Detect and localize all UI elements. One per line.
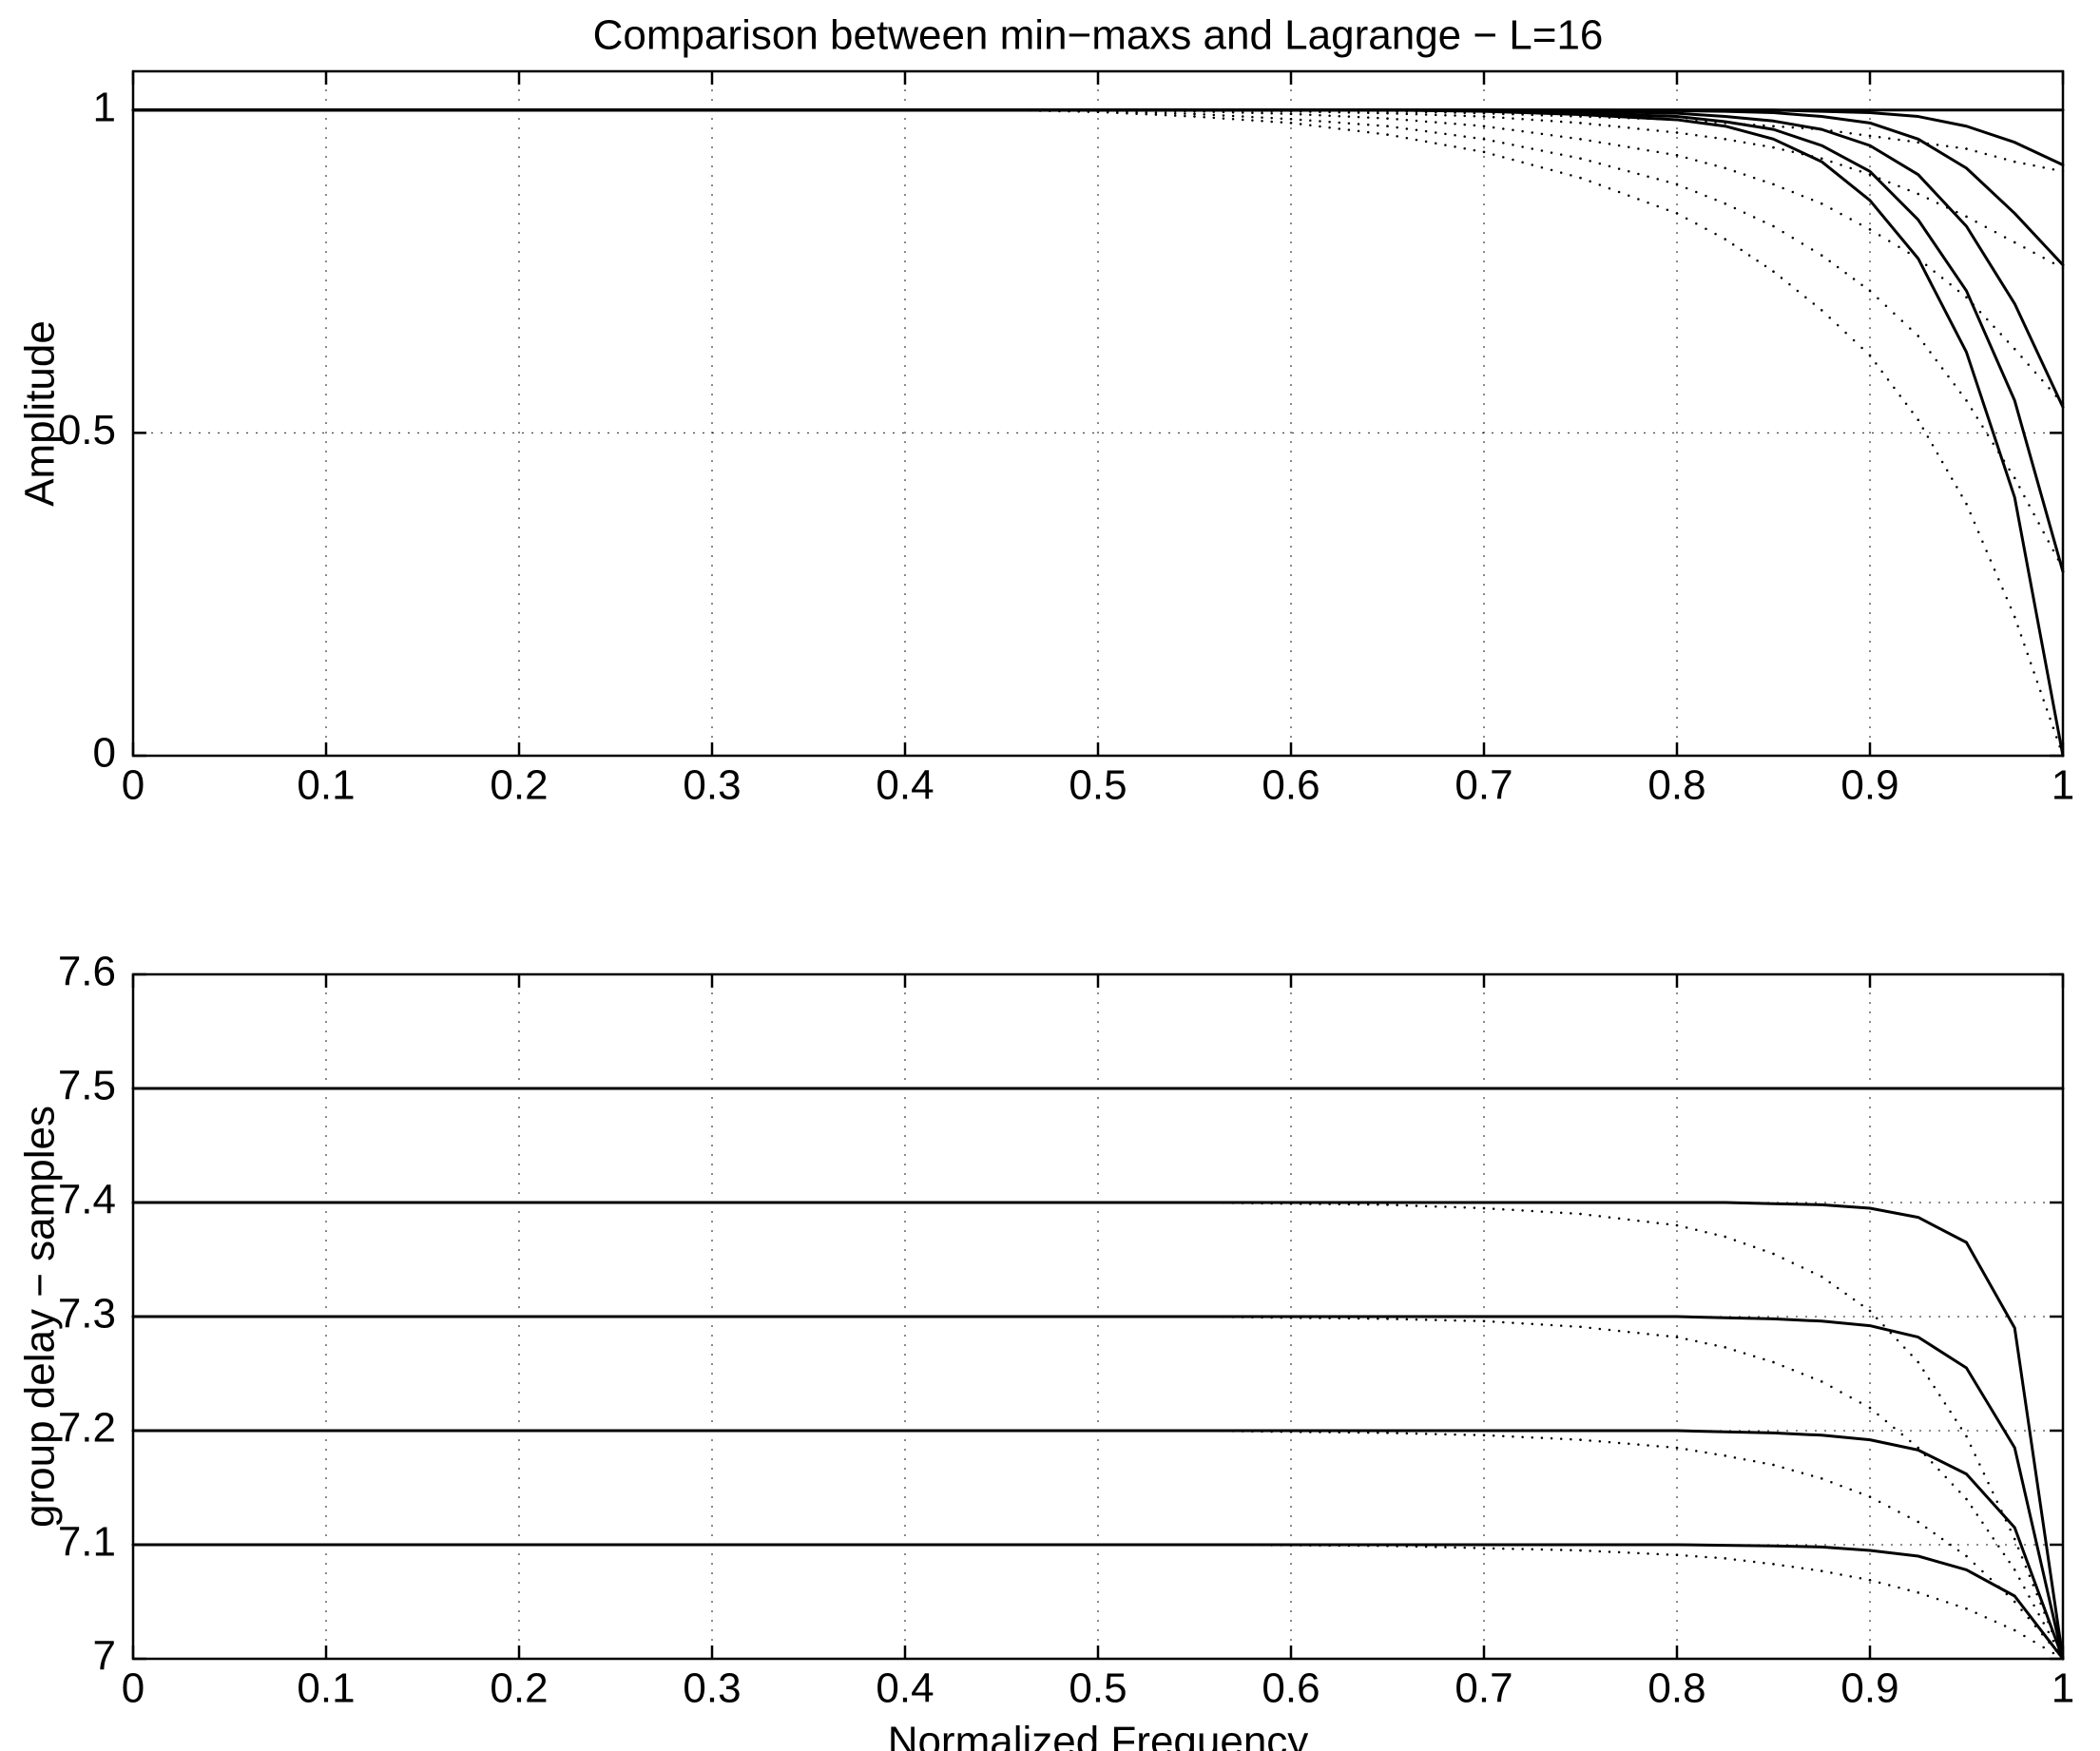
svg-text:0.2: 0.2	[490, 762, 548, 809]
svg-text:0.8: 0.8	[1647, 762, 1705, 809]
svg-text:0.7: 0.7	[1455, 762, 1512, 809]
svg-text:7.2: 7.2	[58, 1405, 116, 1452]
svg-text:0.7: 0.7	[1455, 1665, 1512, 1712]
svg-text:Comparison between min−maxs an: Comparison between min−maxs and Lagrange…	[593, 12, 1604, 59]
svg-text:0.3: 0.3	[683, 1665, 741, 1712]
figure-page: 0 0.1 0.2 0.3 0.4 0.5 0.6 0.7 0.8 0.9 1 0 0.5 1 Amplit…	[0, 0, 2100, 1751]
svg-text:0.5: 0.5	[1069, 762, 1127, 809]
svg-text:7.5: 7.5	[58, 1063, 116, 1109]
svg-text:1: 1	[93, 84, 116, 130]
svg-text:Normalized Frequency: Normalized Frequency	[888, 1719, 1309, 1751]
svg-text:0.1: 0.1	[297, 762, 355, 809]
svg-text:Amplitude: Amplitude	[17, 320, 64, 507]
svg-text:0.4: 0.4	[876, 1665, 934, 1712]
svg-text:0.5: 0.5	[1069, 1665, 1127, 1712]
svg-text:0.9: 0.9	[1840, 762, 1898, 809]
svg-text:7.3: 7.3	[58, 1291, 116, 1337]
figure-svg: 0 0.1 0.2 0.3 0.4 0.5 0.6 0.7 0.8 0.9 1 0 0.5 1 Amplit…	[0, 0, 2100, 1751]
svg-text:0: 0	[122, 1665, 144, 1712]
svg-text:0.6: 0.6	[1262, 762, 1320, 809]
svg-text:0.4: 0.4	[876, 762, 934, 809]
svg-text:0.1: 0.1	[297, 1665, 355, 1712]
svg-text:0: 0	[93, 730, 116, 777]
svg-text:0.9: 0.9	[1840, 1665, 1898, 1712]
svg-text:1: 1	[2052, 762, 2074, 809]
svg-text:1: 1	[2052, 1665, 2074, 1712]
svg-text:0.2: 0.2	[490, 1665, 548, 1712]
svg-text:7.4: 7.4	[58, 1177, 116, 1223]
svg-text:7.1: 7.1	[58, 1519, 116, 1566]
svg-text:group delay − samples: group delay − samples	[17, 1106, 64, 1528]
svg-text:7: 7	[93, 1633, 116, 1680]
svg-text:0.8: 0.8	[1647, 1665, 1705, 1712]
svg-text:0.3: 0.3	[683, 762, 741, 809]
svg-text:7.6: 7.6	[58, 949, 116, 995]
svg-text:0.5: 0.5	[58, 407, 116, 453]
svg-text:0.6: 0.6	[1262, 1665, 1320, 1712]
svg-text:0: 0	[122, 762, 144, 809]
